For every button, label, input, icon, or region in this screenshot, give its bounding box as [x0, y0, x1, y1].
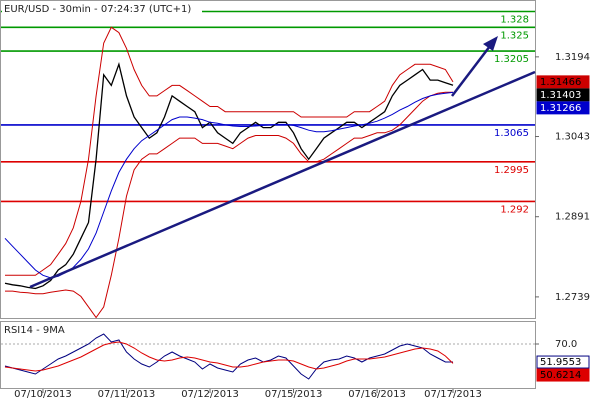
- value-box: [536, 368, 590, 382]
- level-label: 1.292: [500, 204, 529, 215]
- series-line: [4, 341, 454, 372]
- trend-line: [29, 70, 536, 289]
- y-tick-label: 70.0: [555, 339, 577, 350]
- value-box: [536, 101, 590, 115]
- y-tick-label: 1.3043: [555, 132, 590, 143]
- series-line: [4, 62, 454, 290]
- x-tick-label: 07/15/2013: [265, 389, 323, 400]
- level-label: 1.328: [500, 14, 529, 25]
- plot-layer: 1.3194 1.3043 1.2891 1.2739 1.328 1.325 1.3205…: [1, 10, 590, 400]
- value-box-label: 1.31266: [540, 103, 581, 114]
- y-tick-label: 1.3194: [555, 52, 590, 63]
- level-label: 1.325: [500, 30, 529, 41]
- arrow-line: [451, 45, 491, 97]
- x-tick-label: 07/16/2013: [348, 389, 406, 400]
- value-box: [536, 88, 590, 102]
- series-line: [4, 333, 453, 380]
- value-box: [536, 355, 590, 369]
- x-tick-label: 07/10/2013: [14, 389, 72, 400]
- arrow-head: [483, 36, 498, 51]
- main-panel: [0, 0, 536, 319]
- value-box-label: 1.31466: [540, 77, 581, 88]
- level-label: 1.3205: [494, 54, 529, 65]
- rsi-panel: [0, 321, 536, 389]
- value-box: [536, 75, 590, 89]
- chart-title: EUR/USD - 30min - 07:24:37 (UTC+1): [4, 4, 191, 15]
- x-tick-label: 07/11/2013: [98, 389, 156, 400]
- y-tick-label: 1.2739: [555, 292, 590, 303]
- value-box-label: 50.6214: [540, 370, 581, 381]
- title-bg: [2, 2, 202, 15]
- level-label: 1.3065: [494, 128, 529, 139]
- x-tick-label: 07/17/2013: [424, 389, 482, 400]
- y-tick-label: 1.2891: [555, 212, 590, 223]
- x-tick-label: 07/12/2013: [181, 389, 239, 400]
- level-label: 1.2995: [494, 165, 529, 176]
- rsi-title: RSI14 - 9MA: [4, 325, 65, 336]
- series-line: [5, 26, 454, 276]
- series-line: [4, 91, 454, 279]
- series-line: [5, 91, 453, 319]
- value-box-label: 51.9553: [540, 357, 581, 368]
- value-box-label: 1.31403: [540, 90, 581, 101]
